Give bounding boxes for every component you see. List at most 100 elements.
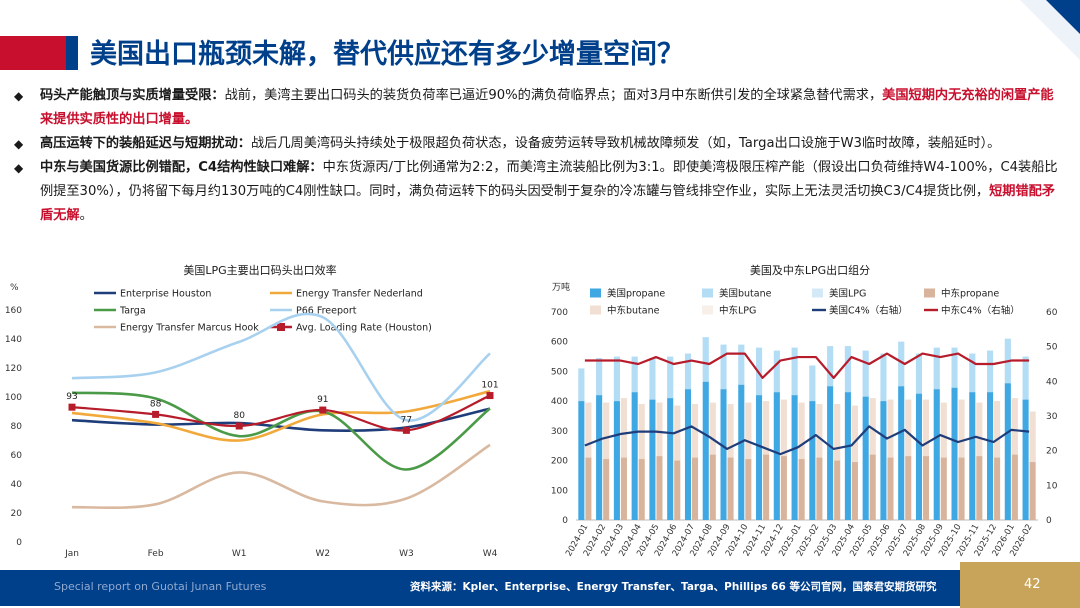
bar-us-propane xyxy=(773,392,780,520)
bar-me-propane xyxy=(923,456,930,520)
y2-tick-label: 50 xyxy=(1046,343,1058,353)
bullet-tail: 。 xyxy=(79,208,93,223)
bar-me-propane xyxy=(1011,454,1018,520)
bar-me-propane xyxy=(763,454,770,520)
bar-me-butane xyxy=(780,399,787,457)
bar-us-butane xyxy=(898,341,905,387)
y-tick-label: 80 xyxy=(11,422,23,432)
data-label: 101 xyxy=(481,381,498,391)
chart1-title: 美国LPG主要出口码头出口效率 xyxy=(183,264,337,277)
bar-us-propane xyxy=(827,386,834,520)
legend-swatch xyxy=(590,305,601,315)
y-tick-label: 40 xyxy=(11,480,23,490)
series-line xyxy=(71,394,491,432)
y2-tick-label: 30 xyxy=(1046,412,1058,422)
bar-us-butane xyxy=(809,365,816,402)
y-tick-label: 500 xyxy=(551,367,568,377)
bullet-list: ◆ 码头产能触顶与实质增量受限：战前，美湾主要出口码头的装货负荷率已逼近90%的… xyxy=(14,84,1066,228)
bar-us-propane xyxy=(951,387,958,520)
legend-label: Avg. Loading Rate (Houston) xyxy=(296,323,432,334)
bar-me-propane xyxy=(958,457,965,520)
bar-me-butane xyxy=(869,398,876,455)
bar-me-propane xyxy=(905,456,912,520)
bar-us-propane xyxy=(880,401,887,520)
footer-gold-block xyxy=(960,562,1080,608)
bar-me-butane xyxy=(656,402,663,457)
legend-swatch xyxy=(590,288,601,298)
page-title: 美国出口瓶颈未解，替代供应还有多少增量空间？ xyxy=(90,39,684,70)
bar-us-butane xyxy=(596,358,603,396)
legend-marker xyxy=(277,323,285,331)
bar-us-butane xyxy=(791,347,798,396)
footer: Special report on Guotai Junan Futures 资… xyxy=(0,562,1080,608)
bar-us-propane xyxy=(898,386,905,520)
title-bar: 美国出口瓶颈未解，替代供应还有多少增量空间？ xyxy=(0,24,1080,80)
bar-us-propane xyxy=(738,384,745,520)
bar-us-propane xyxy=(702,381,709,520)
legend-swatch xyxy=(702,305,713,315)
diamond-bullet-icon: ◆ xyxy=(14,161,24,175)
legend-label: 中东propane xyxy=(941,288,999,300)
bar-us-butane xyxy=(649,358,656,400)
data-point-marker xyxy=(486,392,494,400)
bar-us-butane xyxy=(933,347,940,390)
y-tick-label: 100 xyxy=(551,486,568,496)
y-tick-label: 0 xyxy=(16,538,22,548)
bar-us-propane xyxy=(684,389,691,520)
chart-lpg-components: 万吨 0 100 200 300 400 500 600 700 0 10 20 30 40 50 60 美国p… xyxy=(551,281,1058,558)
y-tick-label: 20 xyxy=(11,509,23,519)
y-tick-label: 300 xyxy=(551,427,568,437)
bar-me-propane xyxy=(976,456,983,520)
bar-me-butane xyxy=(603,402,610,460)
bar-us-butane xyxy=(880,353,887,402)
bar-me-propane xyxy=(745,459,752,520)
bar-me-propane xyxy=(940,457,947,520)
bar-me-butane xyxy=(709,402,716,455)
footer-band xyxy=(0,570,1000,606)
data-label: 77 xyxy=(401,415,412,425)
data-label: 88 xyxy=(150,399,162,409)
legend-swatch xyxy=(702,288,713,298)
bar-me-propane xyxy=(709,454,716,520)
bar-me-propane xyxy=(603,459,610,520)
bar-me-propane xyxy=(674,460,681,520)
y-tick-label: 600 xyxy=(551,338,568,348)
bar-us-propane xyxy=(613,401,620,520)
bar-us-propane xyxy=(987,392,994,520)
y-tick-label: 60 xyxy=(11,451,23,461)
data-label: 80 xyxy=(233,411,245,421)
bar-us-butane xyxy=(773,350,780,393)
legend-label: 中东butane xyxy=(607,305,660,317)
y-tick-label: 200 xyxy=(551,457,568,467)
bar-us-propane xyxy=(631,392,638,520)
x-tick-label: Jan xyxy=(64,549,79,559)
x-tick-label: W3 xyxy=(399,549,414,559)
bar-me-butane xyxy=(692,404,699,458)
bar-us-butane xyxy=(667,356,674,399)
bar-us-butane xyxy=(951,347,958,388)
bullet-item: ◆ 码头产能触顶与实质增量受限：战前，美湾主要出口码头的装货负荷率已逼近90%的… xyxy=(14,84,1066,132)
x-tick-label: Feb xyxy=(148,549,164,559)
bar-me-propane xyxy=(1029,462,1036,520)
data-label: 93 xyxy=(66,392,77,402)
diamond-bullet-icon: ◆ xyxy=(14,137,24,151)
series-line xyxy=(71,443,491,510)
bar-me-butane xyxy=(745,402,752,460)
bar-us-propane xyxy=(862,396,869,520)
bar-me-propane xyxy=(692,457,699,520)
bar-me-butane xyxy=(887,399,894,458)
bar-us-butane xyxy=(684,353,691,390)
series-line xyxy=(71,407,491,433)
bar-me-butane xyxy=(994,401,1001,458)
bar-us-propane xyxy=(1004,383,1011,520)
legend-label: Targa xyxy=(119,306,146,317)
bar-us-propane xyxy=(596,395,603,520)
bar-us-propane xyxy=(915,393,922,520)
data-point-marker xyxy=(68,403,76,411)
y-axis-unit: 万吨 xyxy=(552,281,570,293)
bar-us-butane xyxy=(987,350,994,393)
series-line-right-axis xyxy=(584,425,1030,456)
bullet-text: 战后几周美湾码头持续处于极限超负荷状态，设备疲劳运转导致机械故障频发（如，Tar… xyxy=(251,136,1001,151)
bullet-item: ◆ 中东与美国货源比例错配，C4结构性缺口难解：中东货源丙/丁比例通常为2:2，… xyxy=(14,156,1066,228)
bullet-heading: 码头产能触顶与实质增量受限： xyxy=(40,88,225,103)
